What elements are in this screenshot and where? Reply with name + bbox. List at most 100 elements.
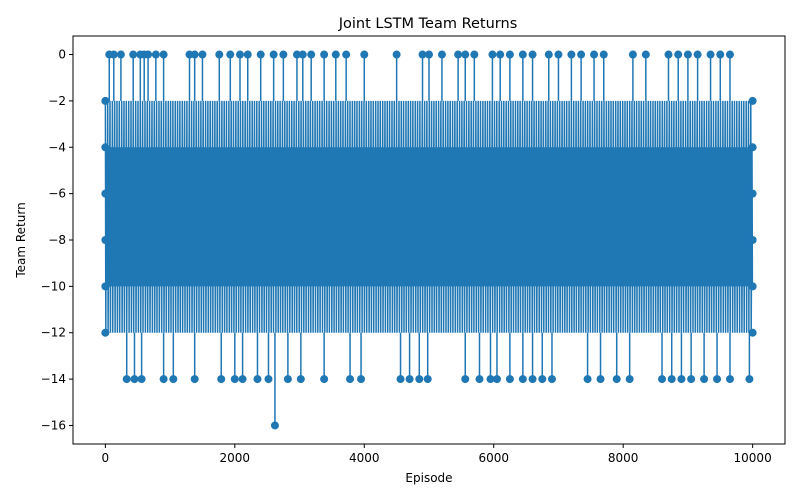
chart-title: Joint LSTM Team Returns: [338, 16, 518, 32]
data-point: [243, 50, 252, 59]
data-point: [346, 375, 355, 384]
x-tick-label: 2000: [220, 451, 251, 465]
x-tick-label: 4000: [349, 451, 380, 465]
y-tick-label: −4: [48, 140, 66, 154]
data-point: [109, 50, 118, 59]
y-tick-label: −8: [48, 233, 66, 247]
data-point: [415, 375, 424, 384]
data-point: [518, 50, 527, 59]
data-point: [423, 375, 432, 384]
data-point: [342, 50, 351, 59]
data-point: [641, 50, 650, 59]
data-point: [658, 375, 667, 384]
data-point: [667, 375, 676, 384]
x-tick-label: 0: [102, 451, 110, 465]
data-point: [612, 375, 621, 384]
data-point: [405, 375, 414, 384]
y-tick-label: −6: [48, 187, 66, 201]
data-point: [144, 50, 153, 59]
data-point: [122, 375, 131, 384]
data-point: [538, 375, 547, 384]
data-point: [544, 50, 553, 59]
y-tick-label: −10: [41, 279, 66, 293]
data-point: [706, 50, 715, 59]
data-point: [256, 50, 265, 59]
data-point: [238, 375, 247, 384]
plot-frame: [72, 35, 786, 445]
data-point: [725, 375, 734, 384]
data-point: [748, 189, 757, 198]
x-axis-ticks: 0 2000 4000 6000 8000 10000: [102, 444, 772, 465]
data-point: [151, 50, 160, 59]
y-tick-label: −12: [41, 326, 66, 340]
data-point: [748, 236, 757, 244]
data-point: [101, 143, 110, 152]
data-point: [748, 96, 757, 105]
series-layer: [101, 50, 757, 430]
x-tick-label: 10000: [734, 451, 772, 465]
data-point: [137, 375, 146, 384]
data-point: [496, 50, 505, 59]
data-point: [283, 375, 292, 384]
data-point: [253, 375, 262, 384]
data-point: [101, 96, 110, 105]
data-point: [567, 50, 576, 59]
data-point: [687, 375, 696, 384]
data-point: [475, 375, 484, 384]
x-tick-label: 8000: [608, 451, 639, 465]
x-axis-label: Episode: [405, 471, 452, 485]
data-point: [505, 375, 514, 384]
data-point: [745, 375, 754, 384]
data-point: [590, 50, 599, 59]
data-point: [130, 375, 139, 384]
y-tick-label: −2: [48, 94, 66, 108]
data-point: [470, 50, 479, 59]
data-point: [101, 328, 110, 337]
data-point: [101, 189, 110, 198]
data-point: [159, 50, 168, 59]
data-point: [677, 375, 686, 384]
data-point: [577, 50, 586, 59]
y-tick-label: 0: [58, 48, 66, 62]
data-point: [461, 50, 470, 59]
data-point: [713, 375, 722, 384]
y-tick-label: −14: [41, 372, 66, 386]
data-point: [628, 50, 637, 59]
data-point: [230, 375, 239, 384]
data-point: [169, 375, 178, 384]
data-point: [437, 50, 446, 59]
data-point: [425, 50, 433, 59]
data-point: [264, 375, 273, 384]
data-point: [269, 50, 278, 59]
data-point: [486, 375, 495, 384]
data-point: [683, 50, 692, 59]
data-point: [190, 50, 199, 59]
data-point: [101, 282, 110, 291]
data-point: [748, 328, 757, 337]
data-point: [159, 375, 168, 384]
data-point: [674, 50, 683, 59]
data-point: [217, 375, 226, 384]
data-point: [320, 375, 329, 384]
data-point: [292, 50, 301, 59]
data-point: [190, 375, 199, 384]
series-line: [104, 100, 754, 333]
data-point: [116, 50, 125, 59]
data-point: [129, 50, 138, 59]
data-point: [235, 50, 244, 59]
data-point: [226, 50, 235, 59]
data-point: [331, 50, 340, 59]
data-point: [596, 375, 605, 384]
data-point: [357, 375, 366, 384]
data-point: [307, 50, 316, 59]
data-point: [320, 50, 329, 59]
y-tick-label: −16: [41, 418, 66, 432]
data-point: [693, 50, 702, 59]
data-point: [198, 50, 207, 59]
data-point: [583, 375, 592, 384]
data-point: [270, 421, 279, 430]
data-point: [700, 375, 709, 384]
data-point: [518, 375, 527, 384]
data-point: [599, 50, 608, 59]
